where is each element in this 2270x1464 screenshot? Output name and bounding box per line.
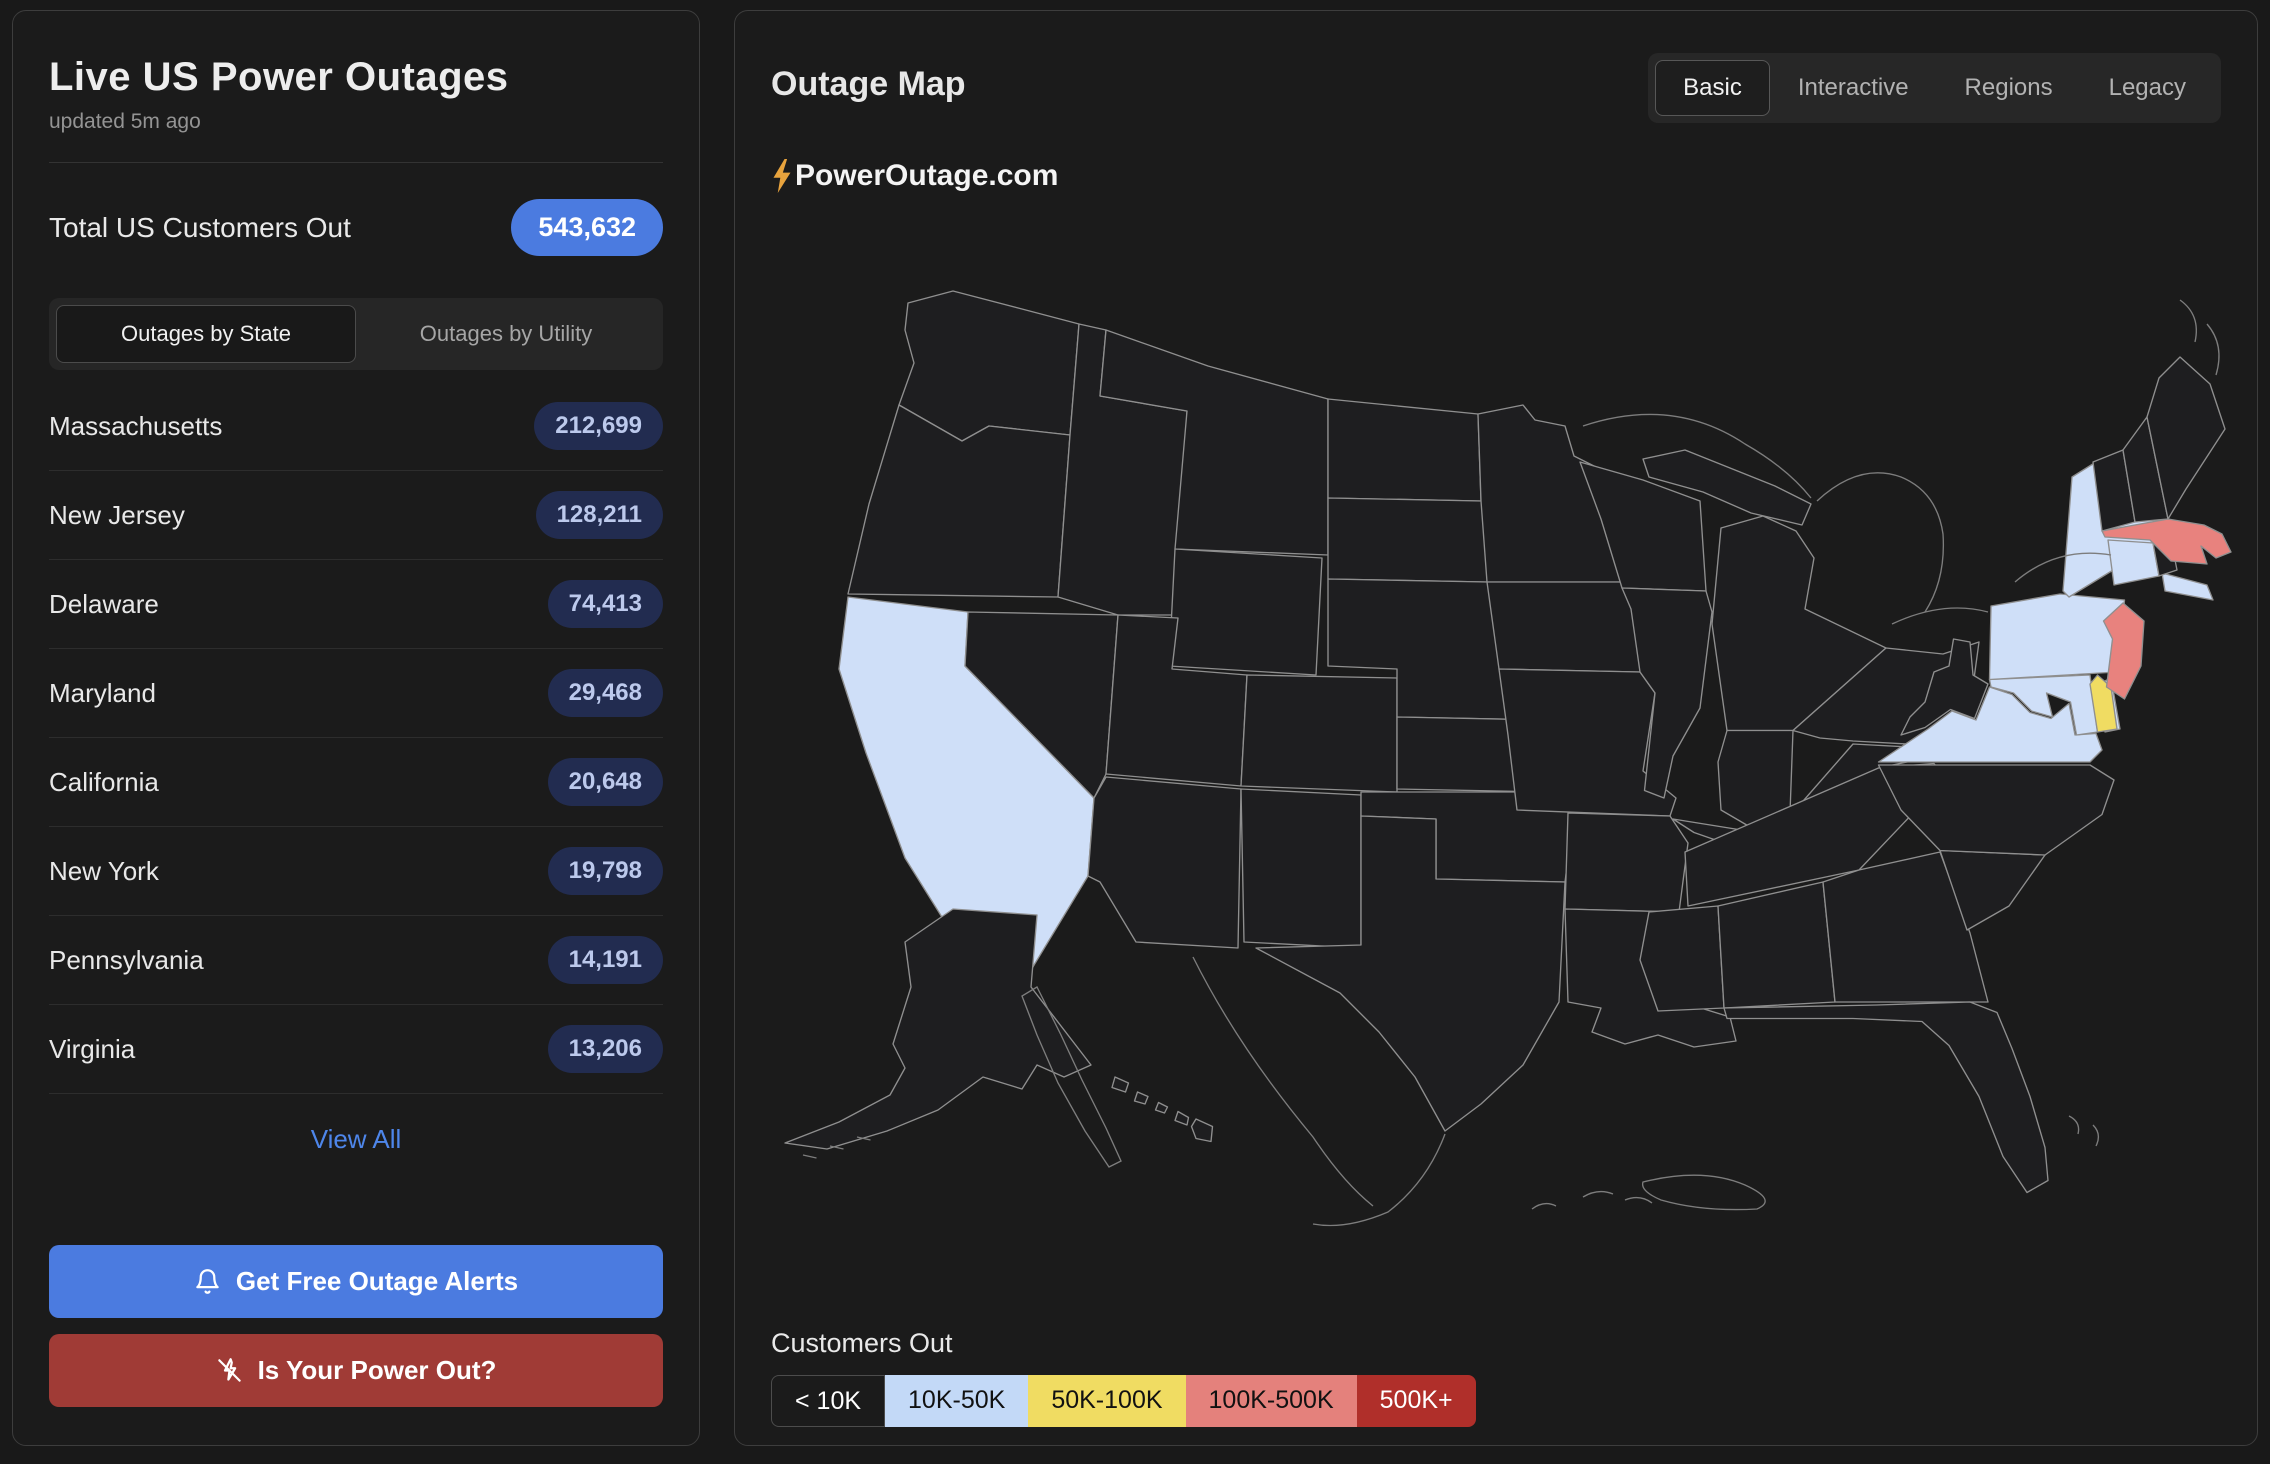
tab-regions[interactable]: Regions: [1964, 74, 2053, 101]
state-washington[interactable]: [898, 290, 1080, 442]
state-count-badge: 74,413: [547, 580, 663, 628]
list-item-virginia: Virginia 13,206: [49, 1005, 663, 1094]
state-maine[interactable]: [2146, 356, 2226, 520]
state-count-badge: 29,468: [547, 669, 663, 717]
state-count-badge: 19,798: [547, 847, 663, 895]
state-montana[interactable]: [1099, 329, 1329, 556]
state-name: Massachusetts: [49, 410, 223, 441]
legend-bar: < 10K 10K-50K 50K-100K 100K-500K 500K+: [771, 1375, 1476, 1427]
state-new-jersey[interactable]: [2102, 602, 2145, 700]
state-arizona[interactable]: [1087, 776, 1242, 949]
state-pennsylvania[interactable]: [1988, 593, 2126, 681]
us-outage-map: [784, 290, 2232, 1227]
state-mississippi[interactable]: [1639, 905, 1725, 1012]
state-name: Maryland: [49, 677, 156, 708]
page-title: Live US Power Outages: [49, 55, 509, 99]
state-name: California: [49, 766, 159, 797]
legend-title: Customers Out: [771, 1328, 953, 1358]
state-count-badge: 128,211: [535, 491, 663, 539]
state-hawaii[interactable]: [1111, 1076, 1214, 1143]
state-wyoming[interactable]: [1168, 548, 1323, 676]
state-georgia[interactable]: [1822, 851, 1989, 1003]
map-title: Outage Map: [771, 65, 966, 103]
state-florida[interactable]: [1723, 1001, 2049, 1194]
power-out-button[interactable]: Is Your Power Out?: [49, 1334, 663, 1407]
total-customers-label: Total US Customers Out: [49, 211, 351, 243]
map-header: Outage Map Basic Interactive Regions Leg…: [771, 53, 2221, 123]
total-customers-badge: 543,632: [511, 199, 663, 256]
legend-100k-500k: 100K-500K: [1185, 1375, 1357, 1427]
state-name: Delaware: [49, 588, 159, 619]
state-outage-list: Massachusetts 212,699 New Jersey 128,211…: [49, 382, 663, 1094]
legend-10k-50k: 10K-50K: [885, 1375, 1029, 1427]
brand-text: PowerOutage.com: [795, 159, 1059, 192]
state-count-badge: 20,648: [547, 758, 663, 806]
list-item-california: California 20,648: [49, 738, 663, 827]
map-legend: Customers Out < 10K 10K-50K 50K-100K 100…: [771, 1328, 1476, 1427]
get-alerts-button[interactable]: Get Free Outage Alerts: [49, 1245, 663, 1318]
total-customers-row: Total US Customers Out 543,632: [49, 199, 663, 256]
state-new-mexico[interactable]: [1240, 788, 1362, 949]
list-item-maryland: Maryland 29,468: [49, 649, 663, 738]
power-off-bolt-icon: [216, 1357, 243, 1384]
map-tab-group: Basic Interactive Regions Legacy: [1648, 53, 2221, 123]
poweroutage-brand: PowerOutage.com: [771, 159, 1058, 193]
lightning-bolt-icon: [771, 159, 793, 193]
tab-outages-by-utility[interactable]: Outages by Utility: [419, 321, 593, 346]
legend-50k-100k: 50K-100K: [1028, 1375, 1186, 1427]
sidebar-buttons: Get Free Outage Alerts Is Your Power Out…: [49, 1245, 663, 1407]
state-new-york-long-island[interactable]: [2161, 572, 2214, 601]
state-michigan-upper[interactable]: [1642, 449, 1812, 526]
list-item-new-york: New York 19,798: [49, 827, 663, 916]
state-michigan[interactable]: [1711, 515, 1887, 732]
outage-map-panel: Outage Map Basic Interactive Regions Leg…: [734, 10, 2258, 1446]
state-alaska[interactable]: [784, 908, 1092, 1150]
tab-basic[interactable]: Basic: [1655, 60, 1770, 116]
state-massachusetts[interactable]: [2101, 518, 2232, 565]
state-name: Pennsylvania: [49, 944, 204, 975]
state-count-badge: 14,191: [547, 936, 663, 984]
state-name: Virginia: [49, 1033, 136, 1064]
state-connecticut[interactable]: [2107, 539, 2160, 586]
list-item-massachusetts: Massachusetts 212,699: [49, 382, 663, 471]
state-north-carolina[interactable]: [1877, 764, 2115, 856]
divider: [49, 162, 663, 163]
tab-legacy[interactable]: Legacy: [2108, 74, 2186, 101]
tab-outages-by-state[interactable]: Outages by State: [56, 305, 356, 363]
state-west-virginia[interactable]: [1900, 638, 1989, 736]
state-name: New Jersey: [49, 499, 185, 530]
list-item-delaware: Delaware 74,413: [49, 560, 663, 649]
view-all-link[interactable]: View All: [310, 1124, 402, 1154]
legend-under-10k: < 10K: [771, 1375, 886, 1427]
state-name: New York: [49, 855, 159, 886]
state-alabama[interactable]: [1717, 881, 1836, 1009]
state-count-badge: 212,699: [534, 402, 663, 450]
state-north-dakota[interactable]: [1327, 398, 1482, 502]
state-nevada[interactable]: [964, 611, 1119, 799]
foreign-coastlines: [802, 299, 2220, 1227]
state-arkansas[interactable]: [1564, 812, 1689, 913]
legend-500k-plus: 500K+: [1356, 1375, 1476, 1427]
get-alerts-label: Get Free Outage Alerts: [235, 1266, 519, 1296]
outage-sidebar-panel: Live US Power Outages updated 5m ago Tot…: [12, 10, 700, 1446]
tab-interactive[interactable]: Interactive: [1797, 74, 1909, 101]
state-colorado[interactable]: [1240, 674, 1398, 793]
state-illinois[interactable]: [1621, 587, 1713, 799]
list-item-new-jersey: New Jersey 128,211: [49, 471, 663, 560]
list-item-pennsylvania: Pennsylvania 14,191: [49, 916, 663, 1005]
state-count-badge: 13,206: [547, 1025, 663, 1073]
power-out-label: Is Your Power Out?: [257, 1355, 497, 1385]
bell-icon: [194, 1268, 221, 1295]
state-texas[interactable]: [1255, 815, 1566, 1132]
sidebar-tab-group: Outages by State Outages by Utility: [49, 298, 663, 370]
state-south-dakota[interactable]: [1327, 497, 1497, 583]
updated-timestamp: updated 5m ago: [49, 110, 201, 133]
state-virginia[interactable]: [1877, 686, 2103, 763]
